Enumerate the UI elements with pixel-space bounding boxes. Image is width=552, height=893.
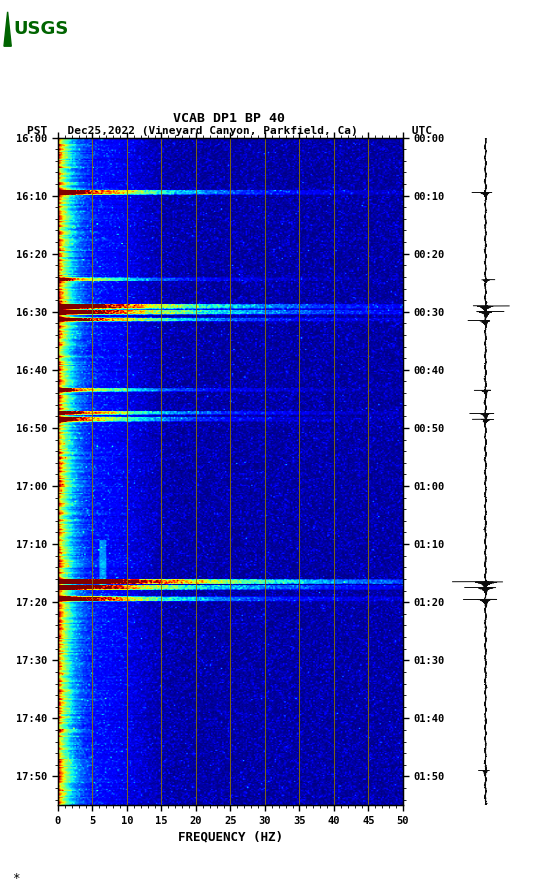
Text: PST   Dec25,2022 (Vineyard Canyon, Parkfield, Ca)        UTC: PST Dec25,2022 (Vineyard Canyon, Parkfie… (26, 126, 432, 136)
Polygon shape (4, 12, 11, 46)
Text: *: * (12, 872, 20, 885)
X-axis label: FREQUENCY (HZ): FREQUENCY (HZ) (178, 830, 283, 843)
Text: VCAB DP1 BP 40: VCAB DP1 BP 40 (173, 112, 285, 125)
Text: USGS: USGS (14, 20, 69, 38)
